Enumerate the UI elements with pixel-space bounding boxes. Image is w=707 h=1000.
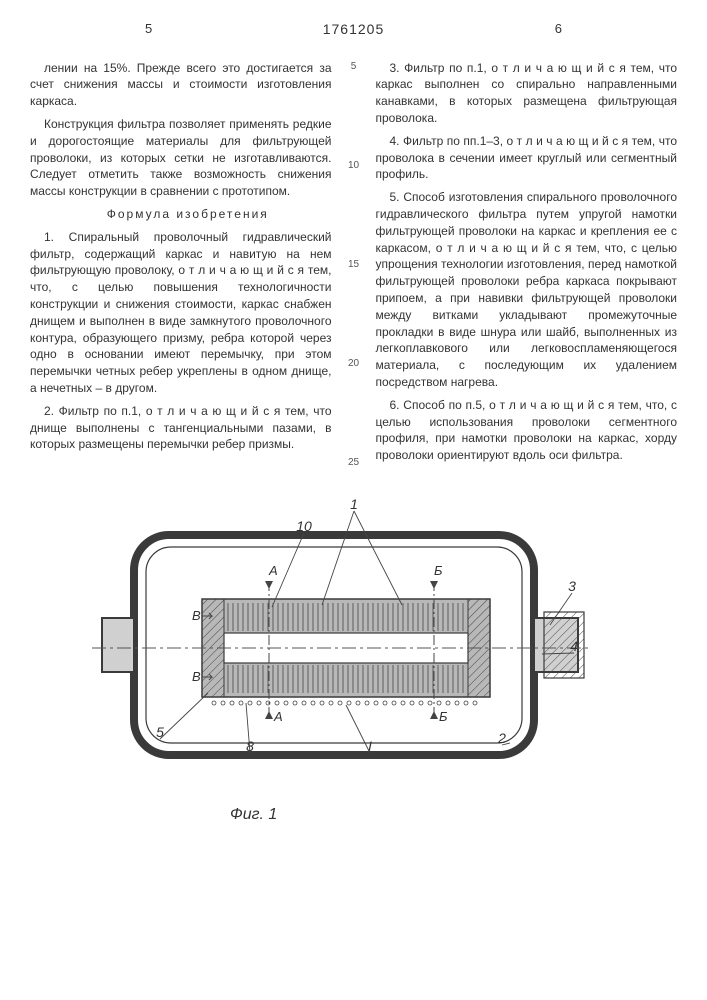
svg-text:В: В [192, 608, 201, 623]
text-columns: лении на 15%. Прежде всего это достигает… [30, 60, 677, 470]
svg-text:8: 8 [246, 738, 254, 754]
line-mark: 20 [347, 357, 361, 371]
paragraph: 2. Фильтр по п.1, о т л и ч а ю щ и й с … [30, 403, 332, 453]
svg-text:10: 10 [296, 518, 312, 534]
svg-text:А: А [273, 709, 283, 724]
filter-diagram: 1 10 А А Б Б 3 4 5 8 I 2 В В [74, 495, 634, 795]
line-mark: 5 [347, 60, 361, 74]
line-mark: 15 [347, 258, 361, 272]
svg-text:В: В [192, 669, 201, 684]
figure-caption: Фиг. 1 [30, 804, 677, 826]
paragraph: 4. Фильтр по пп.1–3, о т л и ч а ю щ и й… [376, 133, 678, 183]
page-number-left: 5 [145, 20, 152, 38]
paragraph: 5. Способ изготовления спирального прово… [376, 189, 678, 391]
svg-text:А: А [268, 563, 278, 578]
paragraph: 6. Способ по п.5, о т л и ч а ю щ и й с … [376, 397, 678, 464]
paragraph: 3. Фильтр по п.1, о т л и ч а ю щ и й с … [376, 60, 678, 127]
figure-1: 1 10 А А Б Б 3 4 5 8 I 2 В В Фиг. 1 [30, 495, 677, 826]
svg-text:1: 1 [350, 496, 358, 512]
line-number-gutter: 5 10 15 20 25 [347, 60, 361, 470]
svg-text:4: 4 [570, 638, 578, 654]
svg-text:I: I [368, 738, 372, 754]
svg-text:5: 5 [156, 724, 164, 740]
line-mark: 25 [347, 456, 361, 470]
svg-text:3: 3 [568, 578, 576, 594]
claims-heading: Формула изобретения [30, 206, 332, 223]
right-column: 3. Фильтр по п.1, о т л и ч а ю щ и й с … [376, 60, 678, 470]
line-mark: 10 [347, 159, 361, 173]
svg-text:Б: Б [439, 709, 448, 724]
svg-text:Б: Б [434, 563, 443, 578]
page-number-right: 6 [555, 20, 562, 38]
page-header: 5 1761205 6 [30, 20, 677, 40]
paragraph: лении на 15%. Прежде всего это достигает… [30, 60, 332, 110]
svg-text:2: 2 [497, 730, 506, 746]
paragraph: Конструкция фильтра позволяет применять … [30, 116, 332, 200]
left-column: лении на 15%. Прежде всего это достигает… [30, 60, 332, 470]
document-number: 1761205 [323, 21, 385, 37]
paragraph: 1. Спиральный проволочный гидравлический… [30, 229, 332, 397]
